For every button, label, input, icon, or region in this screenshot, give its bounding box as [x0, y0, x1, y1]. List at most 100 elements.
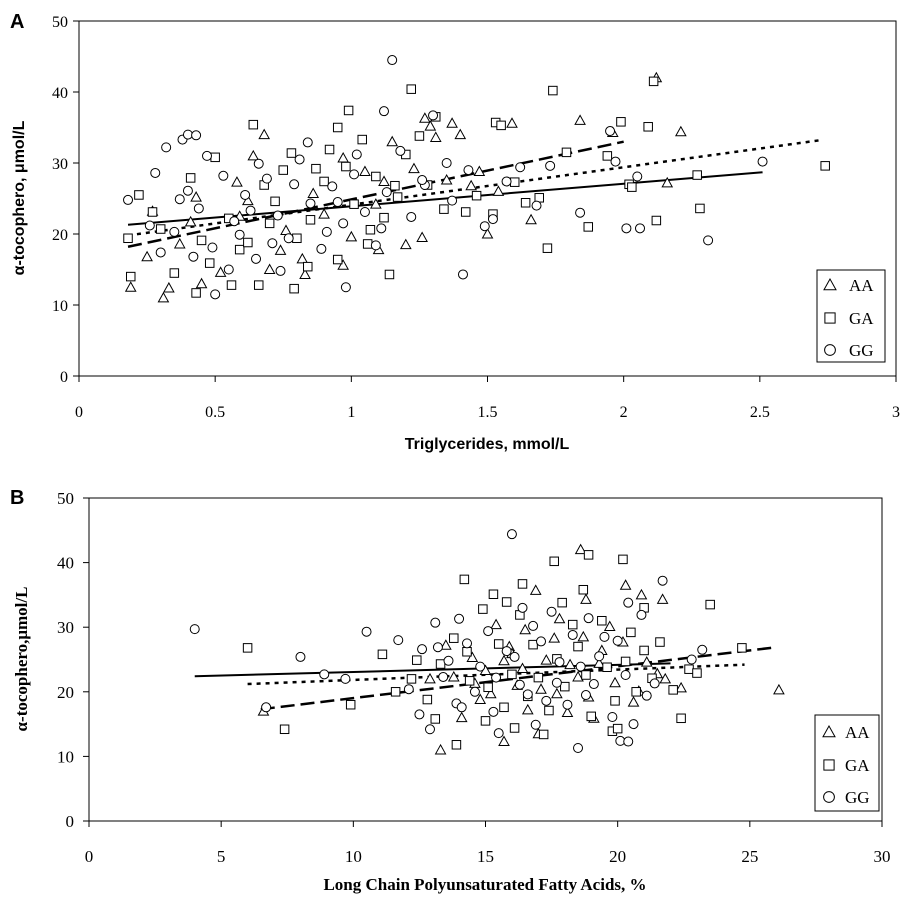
- data-point-gg: [488, 706, 499, 717]
- data-point-aa: [231, 176, 243, 187]
- data-point-aa: [490, 618, 502, 630]
- data-point-aa: [498, 735, 510, 747]
- data-point-ga: [626, 627, 636, 638]
- data-point-gg: [551, 677, 562, 688]
- data-point-gg: [594, 651, 605, 662]
- data-point-ga: [278, 165, 288, 175]
- data-point-aa: [561, 706, 574, 717]
- data-point-gg: [632, 171, 643, 182]
- data-point-aa: [345, 230, 358, 242]
- data-point-gg: [623, 736, 634, 747]
- x-tick-label: 20: [609, 847, 626, 866]
- data-point-ga: [377, 649, 388, 660]
- data-point-aa: [525, 213, 537, 225]
- data-point-aa: [506, 117, 518, 128]
- data-point-ga: [390, 687, 401, 697]
- data-point-aa: [593, 657, 606, 668]
- data-point-gg: [641, 690, 652, 701]
- panel-b-plot-frame: [88, 497, 883, 822]
- data-point-gg: [223, 264, 234, 275]
- data-point-aa: [773, 683, 785, 695]
- data-point-ga: [125, 271, 136, 282]
- data-point-ga: [610, 696, 620, 706]
- data-point-gg: [531, 200, 542, 211]
- data-point-ga: [471, 190, 482, 201]
- data-point-ga: [501, 597, 512, 607]
- data-point-aa: [299, 268, 311, 279]
- data-point-gg: [621, 223, 632, 234]
- data-point-gg: [528, 620, 539, 631]
- data-point-aa: [574, 114, 586, 125]
- data-point-aa: [378, 175, 390, 186]
- data-point-ga: [692, 668, 702, 678]
- data-point-ga: [414, 131, 425, 141]
- data-point-ga: [586, 711, 596, 722]
- data-point-ga: [349, 199, 359, 209]
- data-point-aa: [481, 227, 494, 239]
- data-point-aa: [564, 658, 576, 670]
- data-point-gg: [275, 265, 286, 276]
- x-tick-label: 0.5: [205, 404, 225, 421]
- data-point-ga: [583, 222, 594, 232]
- data-point-aa: [424, 120, 437, 131]
- data-point-aa: [627, 696, 640, 707]
- data-point-ga: [692, 170, 702, 180]
- data-point-gg: [370, 240, 381, 251]
- data-point-ga: [406, 674, 417, 684]
- data-point-gg: [506, 529, 517, 540]
- data-point-ga: [332, 254, 343, 265]
- data-point-ga: [169, 268, 180, 278]
- x-tick-label: 3: [892, 404, 900, 421]
- data-point-ga: [651, 215, 662, 226]
- data-point-aa: [318, 208, 330, 219]
- data-point-ga: [311, 163, 321, 174]
- data-point-ga: [345, 699, 356, 710]
- data-point-ga: [303, 261, 313, 272]
- data-point-ga: [459, 574, 470, 585]
- data-point-aa: [574, 543, 587, 555]
- data-point-gg: [261, 173, 272, 184]
- trend-line-ga: [247, 663, 745, 686]
- data-point-aa: [603, 620, 616, 632]
- data-point-aa: [274, 244, 287, 255]
- data-point-gg: [469, 686, 480, 697]
- data-point-aa: [263, 263, 276, 274]
- data-point-ga: [616, 117, 626, 127]
- y-tick-label: 20: [57, 683, 74, 702]
- data-point-gg: [379, 106, 390, 117]
- data-point-gg: [207, 242, 218, 253]
- data-point-gg: [289, 179, 300, 190]
- data-point-gg: [562, 699, 573, 710]
- data-point-gg: [515, 162, 526, 173]
- data-point-aa: [214, 266, 227, 277]
- x-tick-label: 1: [347, 404, 355, 421]
- data-point-gg: [295, 651, 306, 662]
- panel-a-x-axis-title: Triglycerides, mmol/L: [405, 436, 570, 453]
- data-point-aa: [659, 672, 672, 684]
- data-point-aa: [241, 194, 254, 206]
- data-point-ga: [573, 641, 583, 652]
- data-point-aa: [529, 584, 542, 595]
- data-point-aa: [157, 291, 170, 303]
- data-point-gg: [457, 269, 468, 280]
- legend-label-aa: AA: [849, 276, 874, 295]
- data-point-aa: [492, 185, 505, 196]
- data-point-ga: [243, 237, 253, 248]
- data-point-gg: [475, 661, 486, 672]
- data-point-ga: [567, 619, 578, 630]
- data-point-gg: [174, 194, 185, 205]
- data-point-aa: [519, 623, 531, 635]
- data-point-gg: [501, 176, 512, 187]
- data-point-gg: [283, 233, 294, 244]
- data-point-aa: [440, 639, 452, 650]
- data-point-gg: [201, 150, 212, 161]
- data-point-gg: [456, 702, 467, 713]
- data-point-gg: [697, 644, 708, 655]
- data-point-ga: [204, 258, 215, 268]
- data-point-gg: [316, 243, 327, 254]
- data-point-gg: [229, 216, 240, 227]
- data-point-ga: [618, 554, 628, 565]
- data-point-gg: [599, 631, 610, 642]
- data-point-aa: [466, 651, 479, 663]
